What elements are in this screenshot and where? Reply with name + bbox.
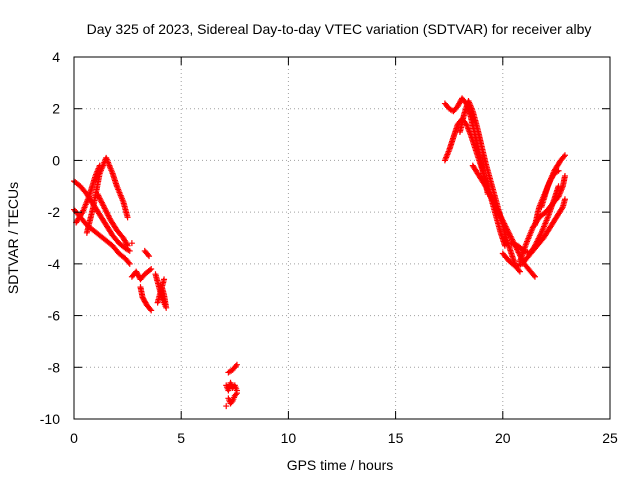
- data-points: [71, 95, 568, 410]
- data-point: [161, 276, 168, 283]
- data-point: [125, 259, 132, 266]
- y-tick-label: 0: [52, 152, 60, 168]
- data-point: [223, 403, 230, 410]
- data-point: [146, 267, 153, 274]
- plot-frame: [73, 56, 611, 420]
- x-tick-label: 15: [388, 430, 404, 446]
- data-point: [555, 167, 562, 174]
- data-point: [146, 253, 153, 260]
- data-point: [561, 196, 568, 203]
- x-axis-label: GPS time / hours: [287, 457, 394, 473]
- data-point: [561, 152, 568, 159]
- data-point: [559, 205, 566, 212]
- data-point: [124, 242, 131, 249]
- data-point: [148, 266, 155, 273]
- y-tick-label: -4: [48, 256, 61, 272]
- data-point: [530, 272, 537, 279]
- x-tick-label: 0: [70, 430, 78, 446]
- data-point: [232, 391, 239, 398]
- y-tick-label: -2: [48, 204, 61, 220]
- data-point: [228, 399, 235, 406]
- y-tick-label: -6: [48, 308, 61, 324]
- x-tick-label: 25: [602, 430, 618, 446]
- x-tick-label: 10: [281, 430, 297, 446]
- y-tick-label: 2: [52, 101, 60, 117]
- data-point: [233, 361, 240, 368]
- data-point: [560, 153, 567, 160]
- x-tick-label: 5: [177, 430, 185, 446]
- data-point: [531, 273, 538, 280]
- axis-ticks: 0 5 10 15 20 25 -10 -8 -6 -4 -2 0 2 4: [40, 49, 618, 446]
- data-point: [124, 214, 131, 221]
- data-point: [126, 260, 133, 267]
- data-point: [148, 307, 155, 314]
- data-point: [233, 390, 240, 397]
- data-point: [123, 241, 130, 248]
- x-tick-label: 20: [495, 430, 511, 446]
- data-point: [561, 172, 568, 179]
- data-point: [232, 362, 239, 369]
- data-point: [144, 251, 151, 258]
- data-point: [516, 268, 523, 275]
- chart-title: Day 325 of 2023, Sidereal Day-to-day VTE…: [87, 21, 592, 37]
- data-point: [515, 267, 522, 274]
- data-point: [126, 247, 133, 254]
- data-point: [147, 306, 154, 313]
- y-tick-label: -8: [48, 359, 61, 375]
- data-point: [128, 240, 135, 247]
- y-tick-label: 4: [52, 49, 60, 65]
- y-axis-label: SDTVAR / TECUs: [5, 182, 21, 294]
- y-tick-label: -10: [40, 411, 60, 427]
